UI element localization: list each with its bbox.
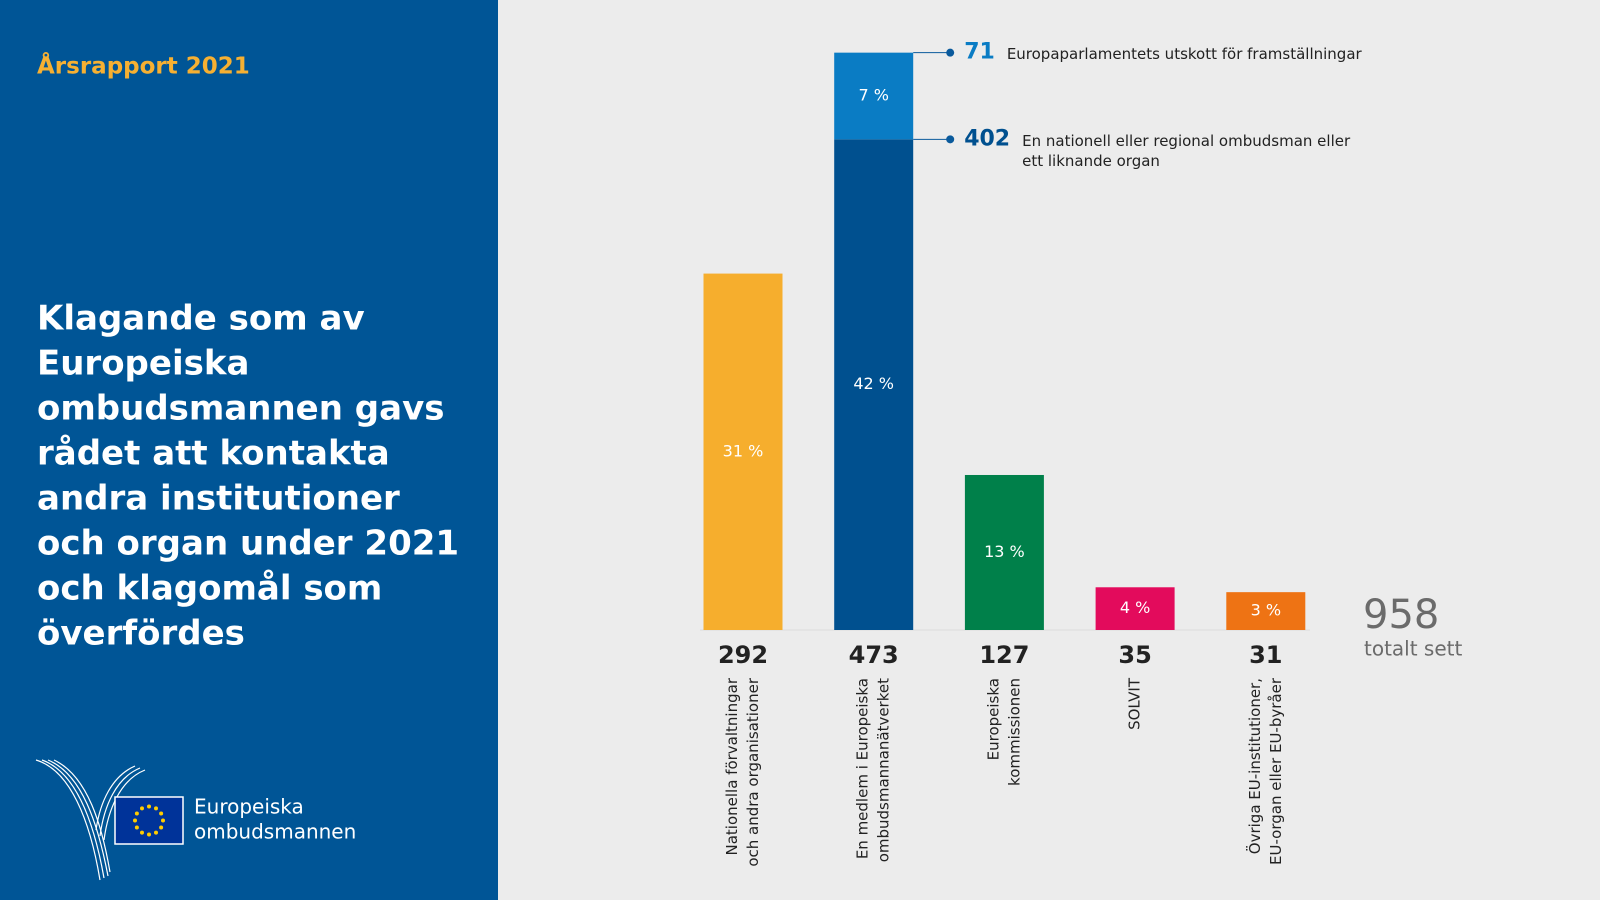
star [140,806,144,811]
title-line: och organ under 2021 [37,524,459,564]
category-label: En medlem i Europeiska [854,678,872,859]
star [133,818,137,823]
title-line: ombudsmannen gavs [37,389,444,429]
title-line: Europeiska [37,344,249,384]
bar-segment [834,52,914,140]
category-label: kommissionen [1005,678,1023,786]
bar-total: 473 [849,641,899,669]
star [147,804,151,809]
bar-segment [703,273,783,630]
bar-segment [834,139,914,631]
title-line: andra institutioner [37,479,400,519]
share-label: 3 % [1251,601,1281,620]
bar-total: 35 [1118,641,1151,669]
star [140,830,144,835]
star [161,818,165,823]
callout-dot [946,135,955,144]
share-label: 42 % [853,374,894,393]
category-label: EU-organ eller EU-byråer [1267,677,1285,865]
callout-dot [946,48,955,57]
grand-total-label: totalt sett [1364,637,1462,661]
callout-name: En nationell eller regional ombudsman el… [1022,132,1351,150]
bar-segment [964,474,1044,630]
share-label: 7 % [858,85,888,104]
category-label: ombudsmannanätverket [875,678,893,862]
star [154,830,158,835]
title-line: överfördes [37,614,245,654]
category-label: SOLVIT [1126,677,1144,730]
star [134,825,139,830]
callout-value: 71 [964,40,995,65]
category-label: Europeiska [984,678,1002,760]
share-label: 31 % [723,441,764,460]
callout-name: Europaparlamentets utskott för framställ… [1007,45,1363,63]
logo-text: ombudsmannen [194,820,356,844]
bar-total: 31 [1249,641,1282,669]
share-label: 4 % [1120,598,1150,617]
bar-segment [1095,587,1175,630]
star [159,825,164,830]
title-line: rådet att kontakta [37,434,390,474]
eu-flag [114,796,184,845]
category-label: Övriga EU-institutioner, [1245,678,1264,854]
grand-total-value: 958 [1363,592,1439,638]
star [154,806,158,811]
share-label: 13 % [984,542,1025,561]
title-line: Klagande som av [37,299,365,339]
star [134,811,139,816]
bar-total: 292 [718,641,768,669]
category-label: och andra organisationer [744,677,762,866]
logo-mark [35,759,146,881]
callout-name: ett liknande organ [1022,152,1160,170]
category-label: Nationella förvaltningar [723,677,741,855]
star [147,832,151,837]
bar-segment [1226,592,1306,630]
eu-stars [133,804,165,837]
bar-total: 127 [979,641,1029,669]
header: Årsrapport 2021 [37,52,250,80]
star [159,811,164,816]
title-line: och klagomål som [37,569,382,609]
callout-value: 402 [964,126,1010,151]
side-panel [0,0,498,900]
logo-text: Europeiska [194,795,304,819]
